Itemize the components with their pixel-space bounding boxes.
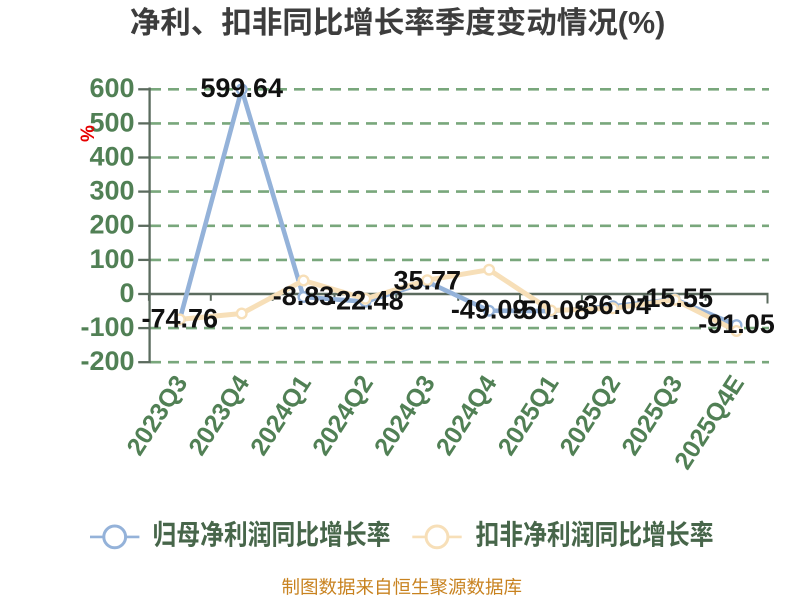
svg-text:100: 100 bbox=[89, 244, 134, 274]
svg-text:0: 0 bbox=[119, 278, 134, 308]
svg-text:-50.08: -50.08 bbox=[513, 295, 590, 325]
svg-text:-15.55: -15.55 bbox=[636, 283, 713, 313]
svg-text:%: % bbox=[76, 125, 97, 142]
svg-text:-8.83: -8.83 bbox=[273, 281, 335, 311]
svg-text:-100: -100 bbox=[80, 312, 134, 342]
svg-text:-49.09: -49.09 bbox=[451, 295, 528, 325]
svg-text:-74.76: -74.76 bbox=[142, 303, 219, 333]
svg-text:200: 200 bbox=[89, 210, 134, 240]
svg-text:400: 400 bbox=[89, 141, 134, 171]
svg-text:500: 500 bbox=[89, 107, 134, 137]
svg-text:-36.04: -36.04 bbox=[575, 290, 652, 320]
svg-text:(%): (%) bbox=[618, 6, 665, 40]
svg-text:-22.48: -22.48 bbox=[327, 286, 404, 316]
svg-text:-91.05: -91.05 bbox=[698, 309, 775, 339]
svg-text:-200: -200 bbox=[80, 346, 134, 376]
svg-text:300: 300 bbox=[89, 176, 134, 206]
svg-text:599.64: 599.64 bbox=[200, 73, 283, 103]
svg-text:35.77: 35.77 bbox=[394, 266, 462, 296]
svg-text:600: 600 bbox=[89, 73, 134, 103]
